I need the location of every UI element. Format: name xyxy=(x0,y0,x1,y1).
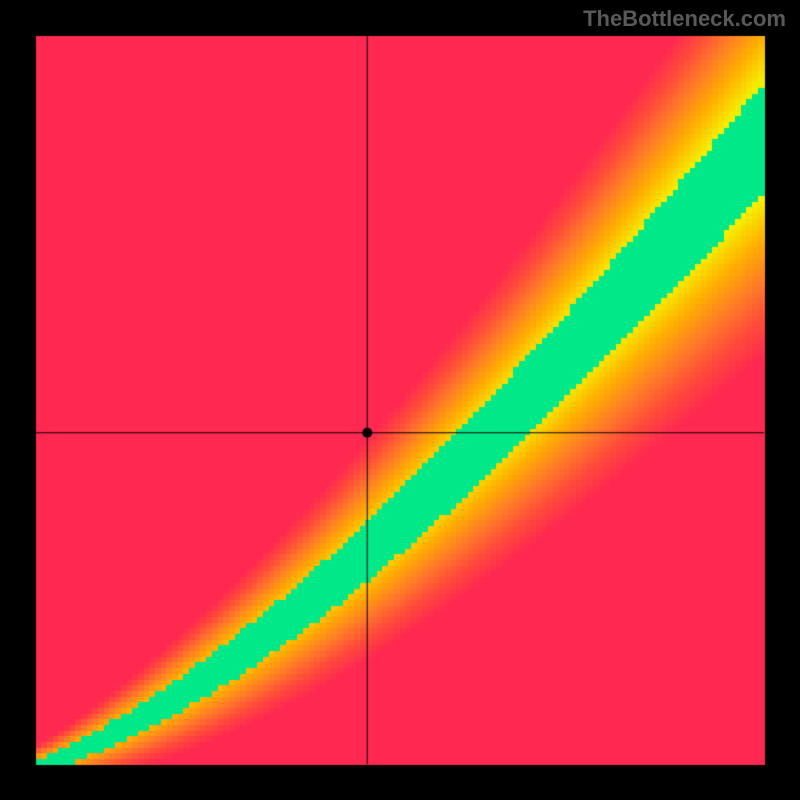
watermark-text: TheBottleneck.com xyxy=(583,6,786,32)
crosshair-overlay xyxy=(0,0,800,800)
chart-container: TheBottleneck.com xyxy=(0,0,800,800)
